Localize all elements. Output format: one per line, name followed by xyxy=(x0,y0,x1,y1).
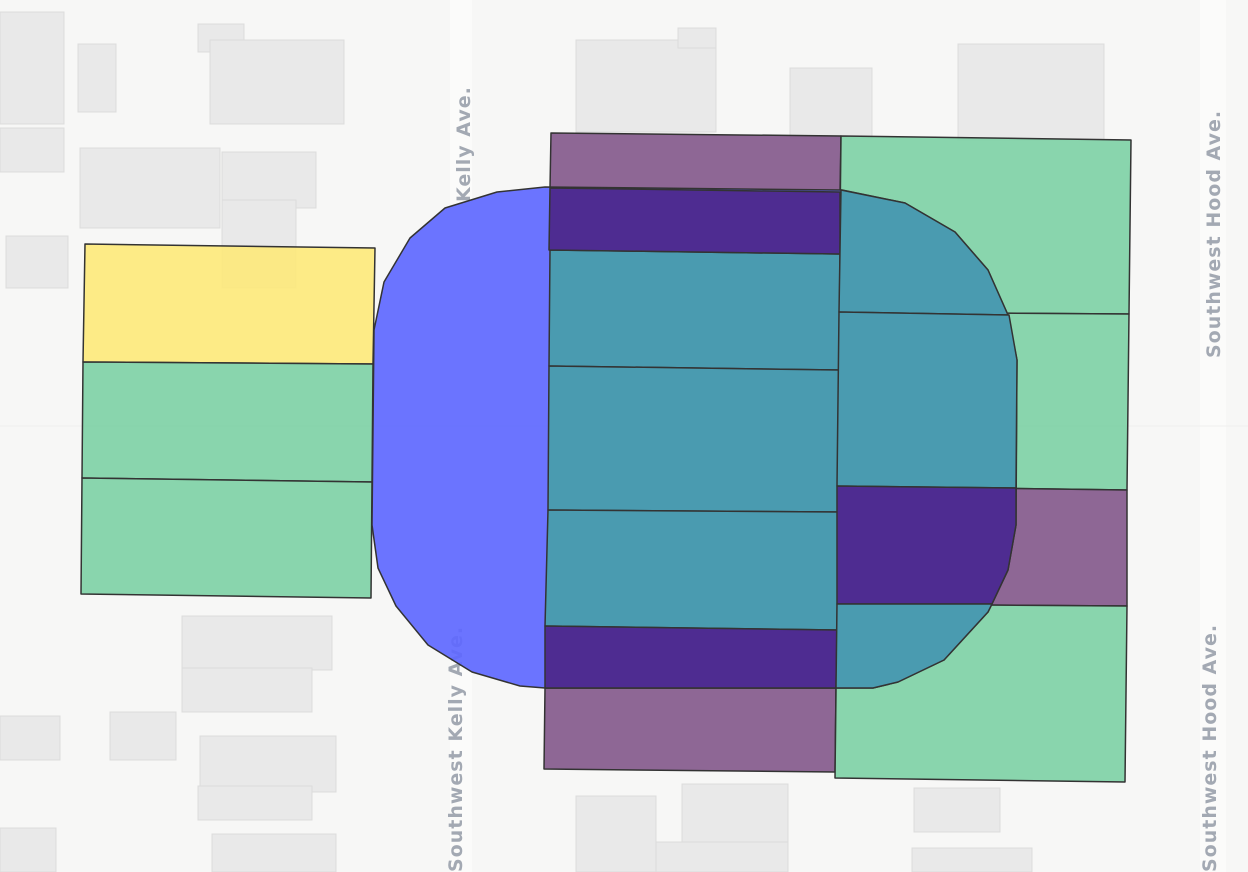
parcel-mid-teal-3[interactable] xyxy=(544,509,839,631)
parcel-left-yellow[interactable] xyxy=(82,243,376,365)
street-label-hood-bottom: Southwest Hood Ave. xyxy=(1199,624,1221,872)
parcel-left-green-1[interactable] xyxy=(81,361,374,483)
parcel-right-purple-overlap[interactable] xyxy=(836,485,1017,605)
street-label-hood-top: Southwest Hood Ave. xyxy=(1203,110,1225,358)
street-label-kelly-top: Kelly Ave. xyxy=(453,86,475,202)
parcel-mid-teal-2[interactable] xyxy=(547,365,840,513)
parcel-right-teal-overlap-bottom[interactable] xyxy=(835,603,993,689)
parcel-mid-purple-top[interactable] xyxy=(548,187,841,255)
building-footprints xyxy=(0,11,1105,872)
street-label-kelly-bottom: Southwest Kelly Ave. xyxy=(445,626,467,872)
parcel-mid-purple-bottom[interactable] xyxy=(544,625,838,689)
parcel-mid-mauve-top[interactable] xyxy=(549,132,842,193)
parcel-mid-mauve-bottom[interactable] xyxy=(543,687,837,773)
parcel-left-green-2[interactable] xyxy=(80,477,373,599)
parcel-mid-teal-1[interactable] xyxy=(548,249,841,371)
street-hood-ave xyxy=(1200,0,1226,872)
parcel-right-teal-overlap-mid[interactable] xyxy=(836,311,1018,489)
